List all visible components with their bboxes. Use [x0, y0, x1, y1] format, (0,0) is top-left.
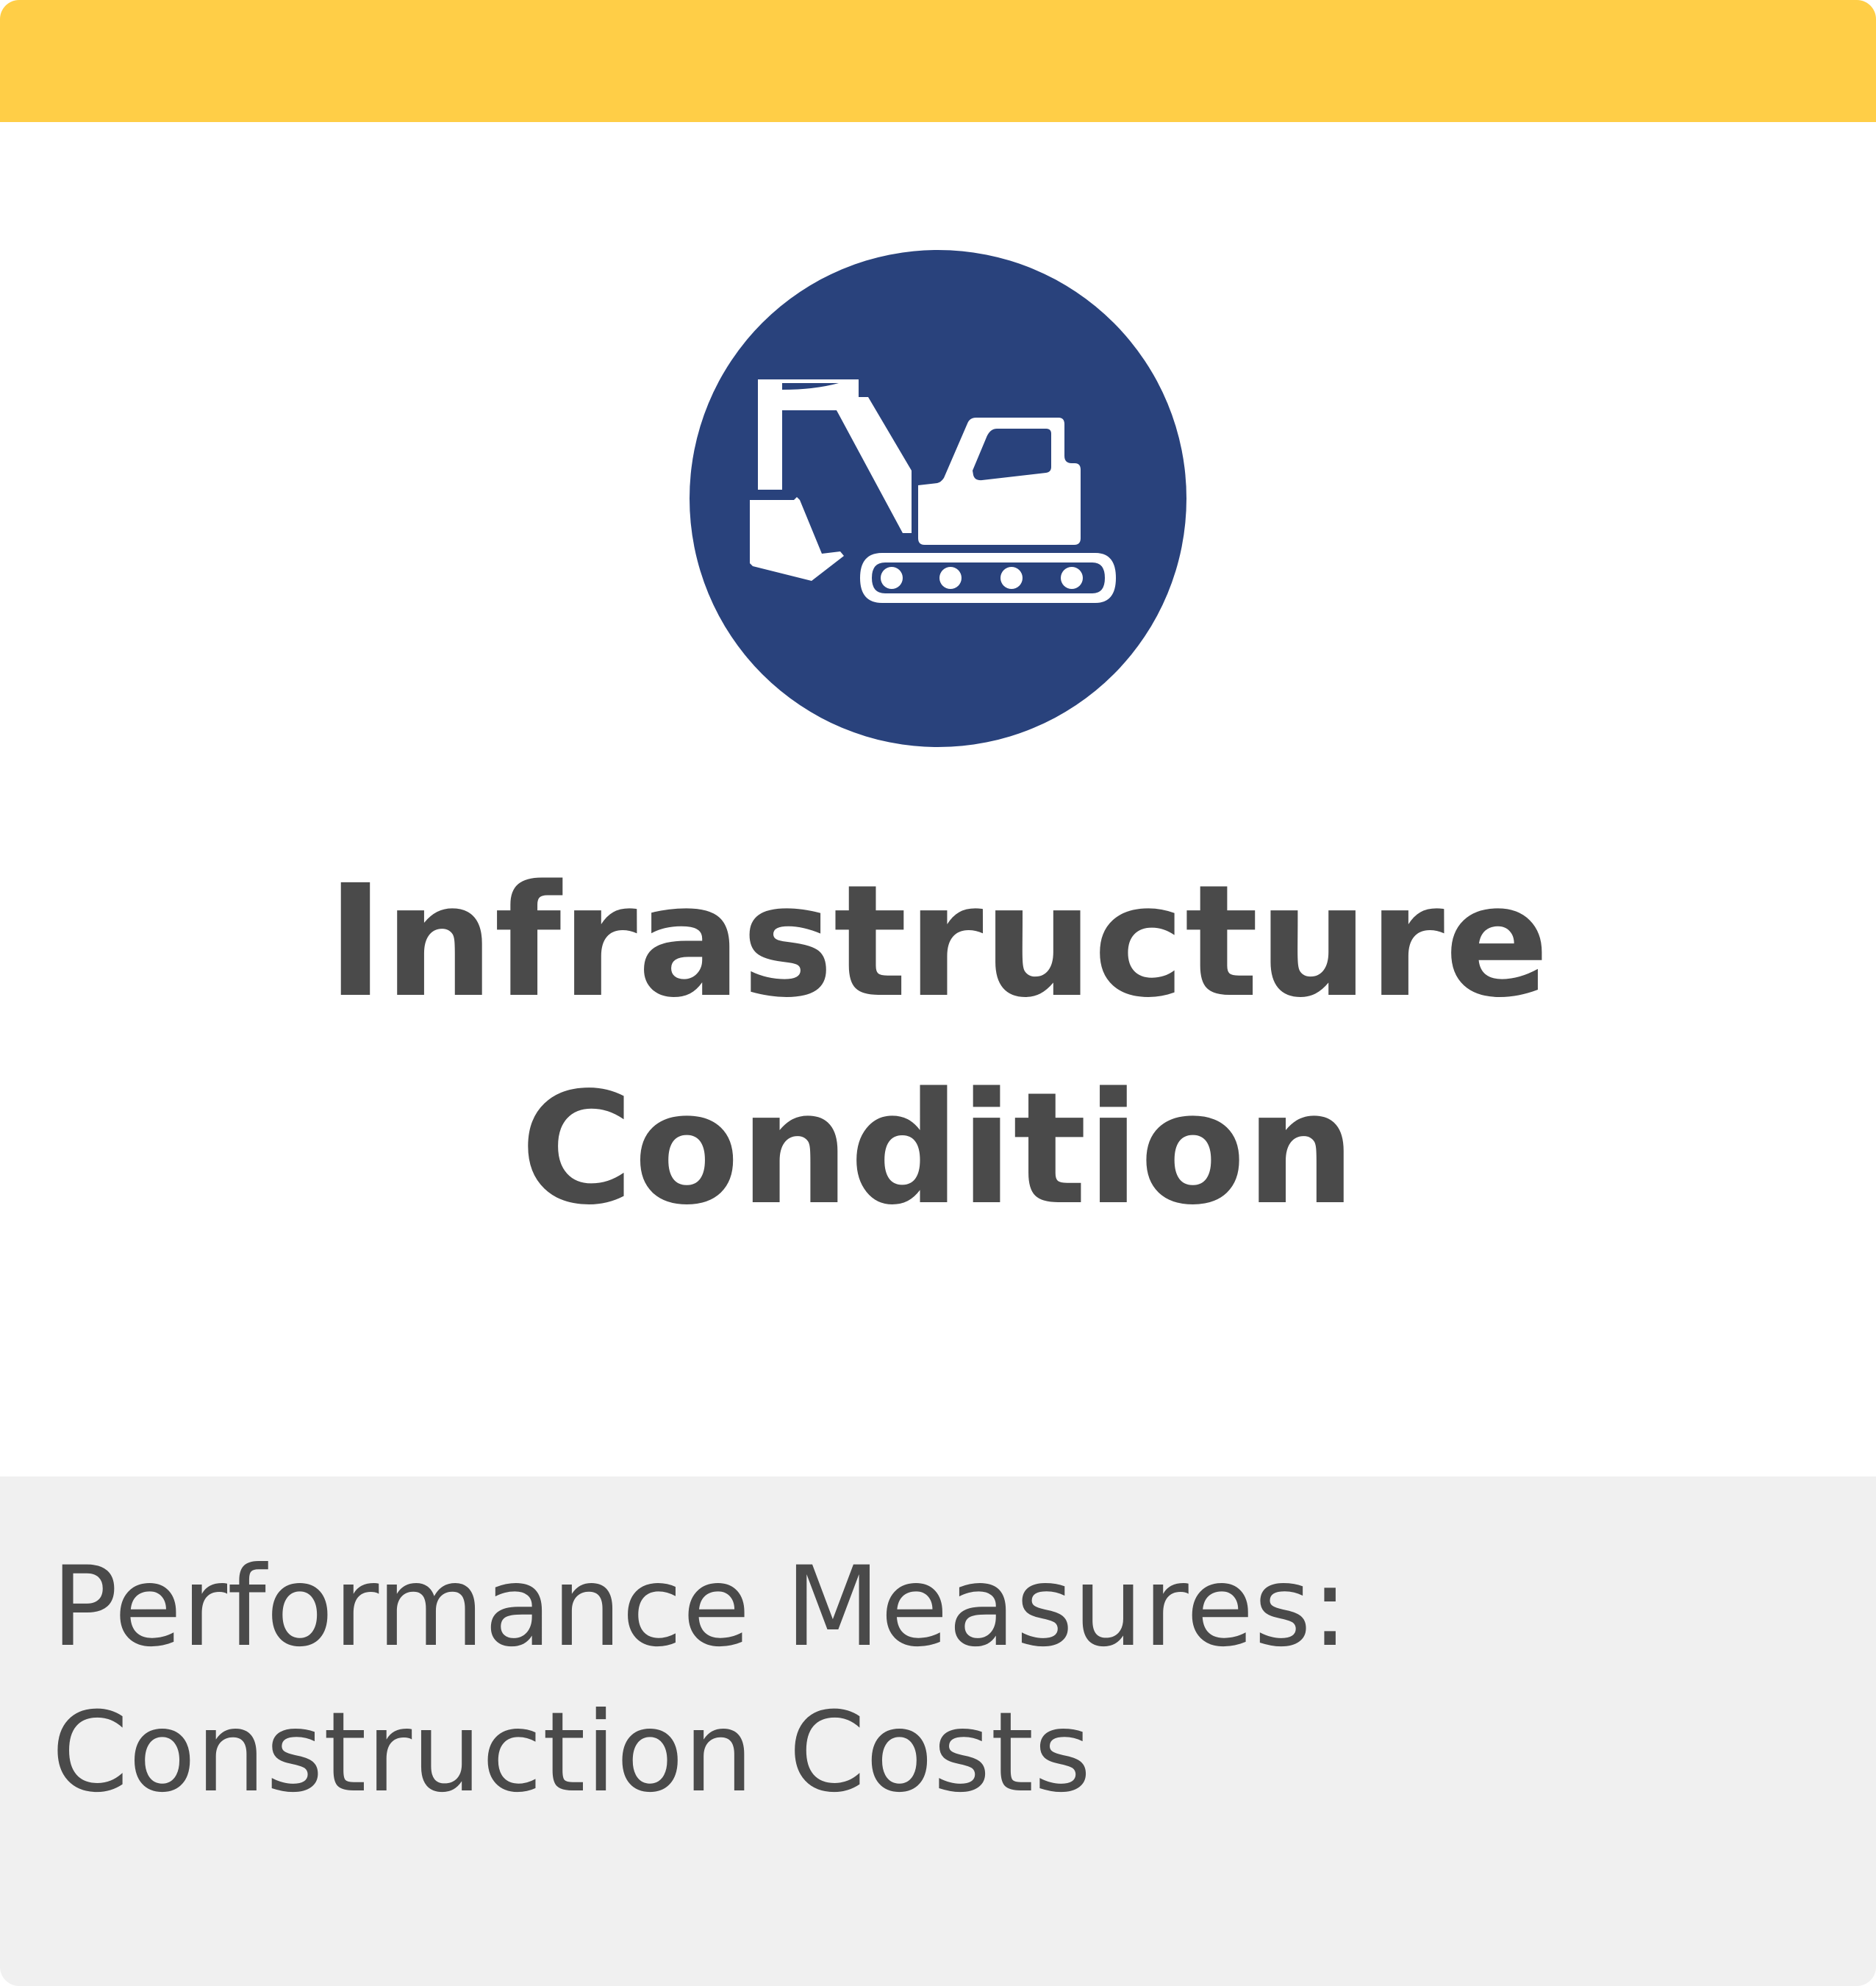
excavator-icon	[690, 250, 1186, 747]
title-line-1: Infrastructure	[326, 851, 1550, 1032]
card-accent-bar	[0, 0, 1876, 122]
performance-measures-label: Performance Measures:	[51, 1535, 1845, 1679]
performance-measure-value: Construction Costs	[51, 1689, 1092, 1817]
title-line-2: Condition	[520, 1059, 1356, 1239]
card-footer: Performance Measures: Construction Costs	[0, 1476, 1876, 1986]
card-title: Infrastructure Condition	[0, 838, 1876, 1253]
footer-label-text: Performance Measures:	[51, 1543, 1349, 1671]
